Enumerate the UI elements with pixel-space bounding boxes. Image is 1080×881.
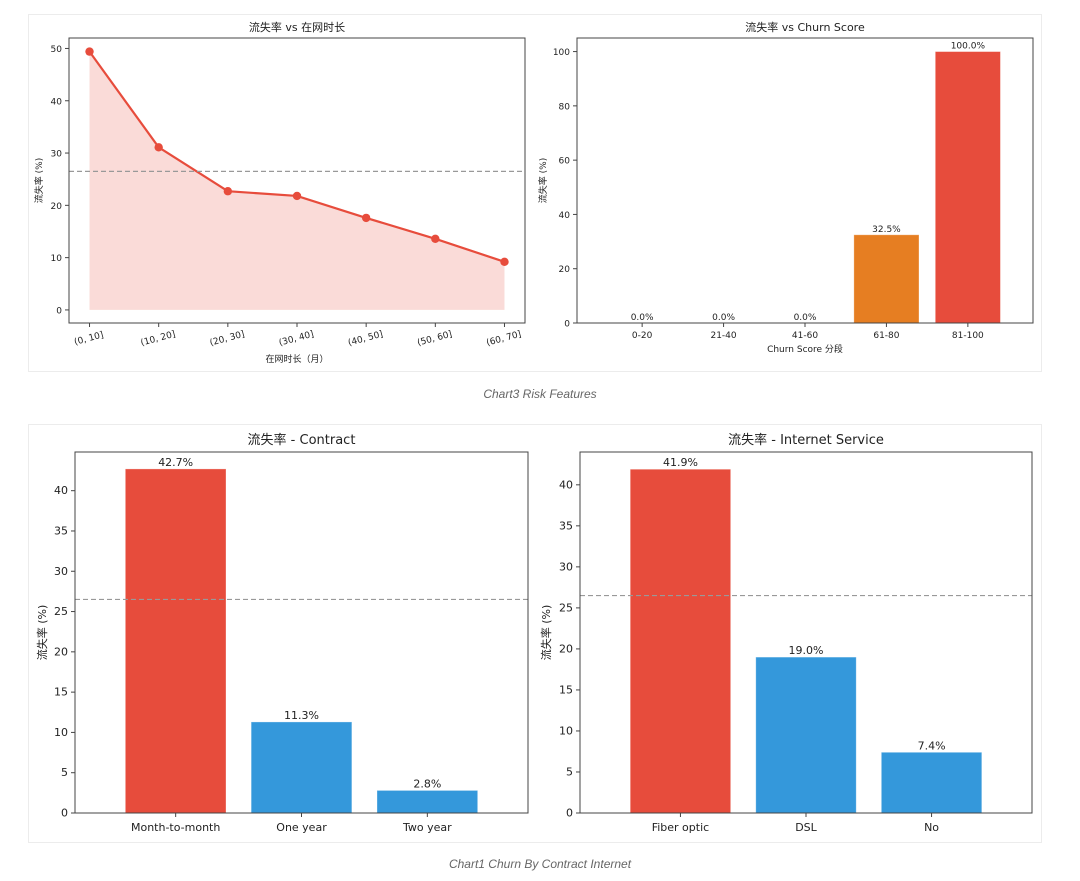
y-tick-label: 5: [61, 766, 68, 779]
y-tick-label: 80: [559, 102, 571, 112]
chart-3: 流失率 - Internet Service 41.9% 19.0% 7.4% 0 5 10…: [539, 432, 1033, 834]
x-tick-label: (60, 70]: [485, 330, 522, 349]
y-tick-label: 20: [559, 642, 573, 655]
bar: [880, 751, 983, 814]
x-tick-label: (10, 20]: [140, 330, 177, 349]
data-label: 0.0%: [631, 313, 654, 323]
y-tick-label: 0: [56, 306, 62, 316]
y-axis-label: 流失率 (%): [539, 605, 553, 661]
x-tick-label: (40, 50]: [347, 330, 384, 349]
y-tick-label: 0: [61, 807, 68, 820]
y-tick-label: 30: [51, 150, 63, 160]
y-tick-label: 40: [559, 478, 573, 491]
x-tick-label: (50, 60]: [416, 330, 453, 349]
x-tick-label: 0-20: [632, 331, 653, 341]
y-tick-label: 10: [54, 726, 68, 739]
data-label: 11.3%: [284, 709, 319, 722]
x-tick-label: One year: [276, 821, 327, 834]
y-tick-label: 35: [54, 524, 68, 537]
y-axis-label: 流失率 (%): [35, 605, 49, 661]
x-tick-label: (0, 10]: [73, 330, 105, 347]
x-tick-label: No: [924, 821, 939, 834]
bar: [755, 656, 857, 814]
y-tick-label: 0: [564, 320, 570, 330]
y-tick-label: 50: [51, 45, 63, 55]
x-tick-label: Two year: [402, 821, 452, 834]
data-label: 2.8%: [413, 777, 441, 790]
data-label: 41.9%: [663, 456, 698, 469]
chart-1: 流失率 vs Churn Score 0.0% 0.0% 0.0% 32.5% 100.0…: [537, 20, 1034, 355]
data-label: 19.0%: [789, 644, 824, 657]
x-tick-label: 21-40: [710, 331, 736, 341]
x-tick-label: 41-60: [792, 331, 818, 341]
data-point: [223, 187, 233, 196]
data-label: 7.4%: [918, 739, 946, 752]
y-tick-label: 15: [559, 683, 573, 696]
data-label: 0.0%: [794, 313, 817, 323]
x-tick-label: 61-80: [873, 331, 899, 341]
x-axis-label: 在网时长（月）: [265, 353, 328, 365]
bar: [376, 790, 479, 814]
chart-title: 流失率 - Contract: [248, 432, 356, 448]
y-tick-label: 10: [559, 724, 573, 737]
data-point: [500, 257, 509, 267]
x-tick-label: (30, 40]: [278, 330, 315, 349]
data-label: 42.7%: [158, 456, 193, 469]
area-fill: [89, 51, 505, 310]
x-tick-label: Month-to-month: [131, 821, 220, 834]
x-tick-label: (20, 30]: [209, 330, 246, 349]
data-label: 0.0%: [712, 313, 735, 323]
data-point: [154, 143, 163, 152]
chart-title: 流失率 vs 在网时长: [249, 20, 345, 34]
x-axis-label: Churn Score 分段: [767, 343, 843, 355]
y-tick-label: 35: [559, 519, 573, 532]
y-tick-label: 30: [559, 560, 573, 573]
risk-features-caption: Chart3 Risk Features: [483, 387, 597, 401]
y-tick-label: 10: [51, 254, 63, 264]
bar: [124, 468, 227, 814]
y-tick-label: 30: [54, 565, 68, 578]
data-point: [361, 213, 371, 223]
bar: [934, 51, 1001, 324]
x-tick-label: Fiber optic: [652, 821, 709, 834]
x-tick-label: DSL: [795, 821, 817, 834]
contract-internet-caption: Chart1 Churn By Contract Internet: [448, 857, 632, 871]
y-tick-label: 40: [54, 484, 68, 497]
bar: [629, 468, 732, 814]
y-tick-label: 40: [51, 97, 63, 107]
y-tick-label: 0: [566, 807, 573, 820]
chart-title: 流失率 vs Churn Score: [745, 20, 865, 34]
data-point: [292, 191, 302, 201]
y-axis-label: 流失率 (%): [33, 158, 45, 203]
data-point: [431, 234, 440, 244]
y-tick-label: 60: [559, 157, 571, 167]
data-label: 32.5%: [872, 225, 901, 235]
x-tick-label: 81-100: [952, 331, 984, 341]
data-label: 100.0%: [951, 42, 986, 52]
y-tick-label: 25: [559, 601, 573, 614]
chart-2: 流失率 - Contract 42.7% 11.3% 2.8% 0 5 10 15 20 25 30…: [35, 432, 529, 834]
y-tick-label: 20: [54, 645, 68, 658]
y-tick-label: 15: [54, 686, 68, 699]
data-point: [85, 47, 94, 56]
y-axis-label: 流失率 (%): [537, 158, 549, 203]
y-tick-label: 20: [51, 202, 63, 212]
y-tick-label: 40: [559, 211, 571, 221]
bar: [250, 721, 353, 814]
chart-title: 流失率 - Internet Service: [728, 432, 884, 448]
y-tick-label: 25: [54, 605, 68, 618]
y-tick-label: 5: [566, 765, 573, 778]
bar: [853, 234, 920, 324]
y-tick-label: 100: [553, 48, 570, 58]
y-tick-label: 20: [559, 265, 571, 275]
chart-0: 流失率 vs 在网时长 0 10 20 30 40 50 (0, 10] (10, 20] (20…: [33, 20, 526, 365]
